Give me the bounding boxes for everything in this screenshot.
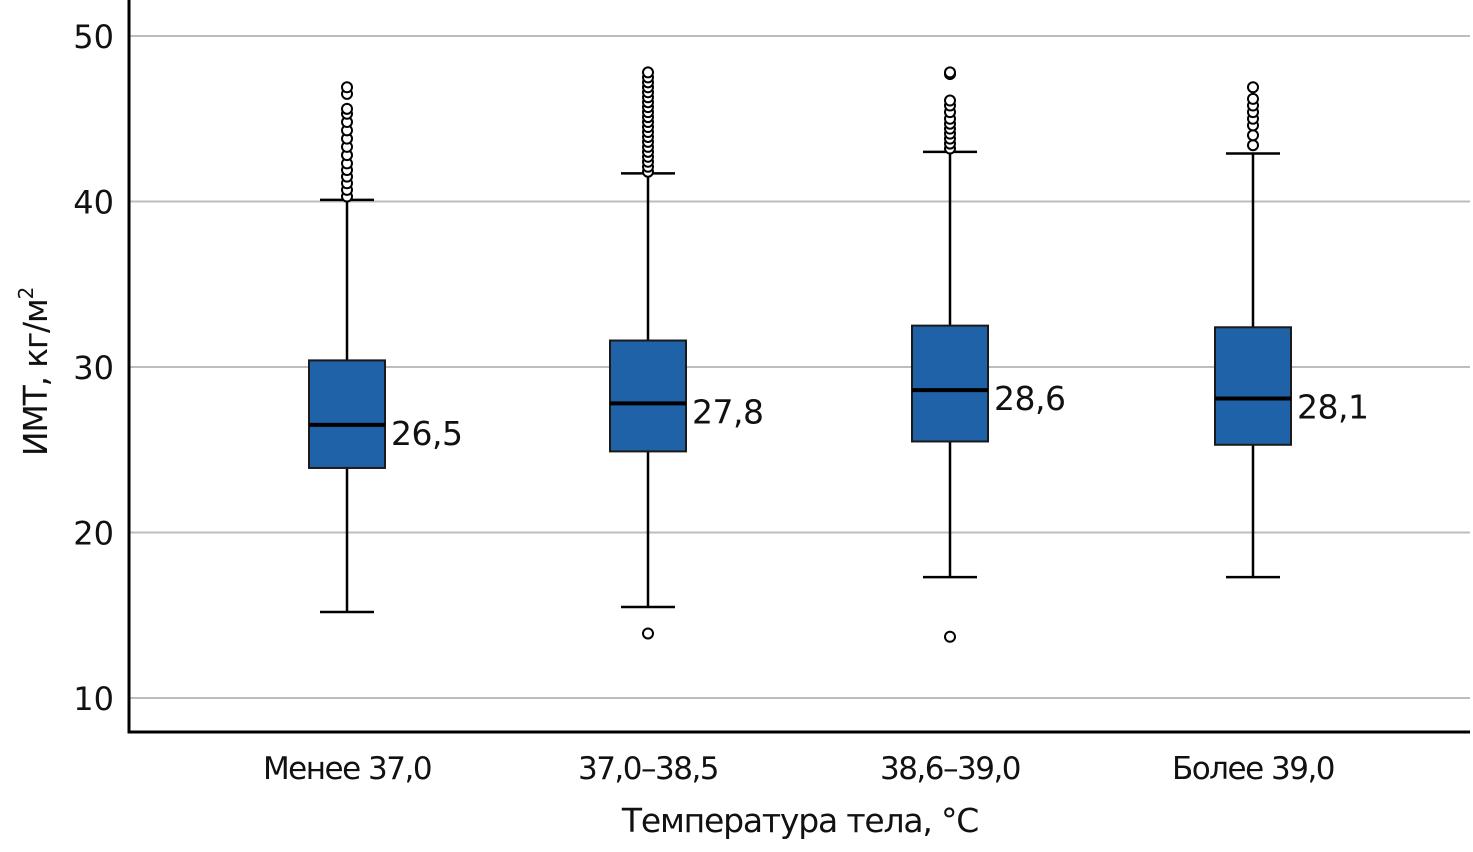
outlier-point — [642, 627, 654, 640]
y-axis-title-superscript: 2 — [14, 288, 38, 300]
iqr-box — [911, 324, 989, 443]
y-tick-label: 40 — [73, 184, 114, 222]
y-axis-title: ИМТ, кг/м2 — [14, 288, 55, 456]
x-axis-categories: Менее 37,0 37,0–38,5 38,6–39,0 Более 39,0 — [263, 751, 1336, 787]
x-category-label: 37,0–38,5 — [578, 751, 718, 787]
y-tick-label: 50 — [73, 18, 114, 56]
outlier-point — [1247, 81, 1259, 94]
y-tick-label: 10 — [73, 680, 114, 718]
iqr-box — [308, 359, 386, 469]
outlier-point — [341, 102, 353, 115]
outlier-point — [944, 66, 956, 79]
x-axis-title: Температура тела, °C — [621, 801, 978, 840]
x-category-label: Менее 37,0 — [263, 751, 431, 787]
x-category-label: 38,6–39,0 — [880, 751, 1020, 787]
iqr-box — [609, 339, 687, 453]
box-series: 26,5 27,8 28,6 28,1 — [308, 66, 1369, 643]
outlier-point — [944, 630, 956, 643]
outlier-point — [1247, 92, 1259, 105]
y-tick-label: 30 — [73, 349, 114, 387]
outlier-point — [642, 66, 654, 79]
median-label: 28,6 — [994, 379, 1065, 418]
median-label: 28,1 — [1297, 387, 1368, 426]
box-group: 27,8 — [609, 66, 764, 640]
box-group: 28,6 — [911, 66, 1066, 643]
outlier-point — [944, 94, 956, 107]
median-label: 27,8 — [692, 392, 763, 431]
outlier-point — [1247, 129, 1259, 142]
outlier-point — [341, 81, 353, 94]
y-axis-title-main: ИМТ, кг/м — [16, 299, 55, 456]
median-label: 26,5 — [391, 414, 462, 453]
box-group: 28,1 — [1214, 81, 1369, 579]
x-category-label: Более 39,0 — [1172, 751, 1334, 787]
outlier-point — [1247, 139, 1259, 152]
box-group: 26,5 — [308, 81, 463, 614]
iqr-box — [1214, 326, 1292, 446]
y-axis-ticks: 10 20 30 40 50 — [73, 18, 114, 718]
y-tick-label: 20 — [73, 515, 114, 553]
